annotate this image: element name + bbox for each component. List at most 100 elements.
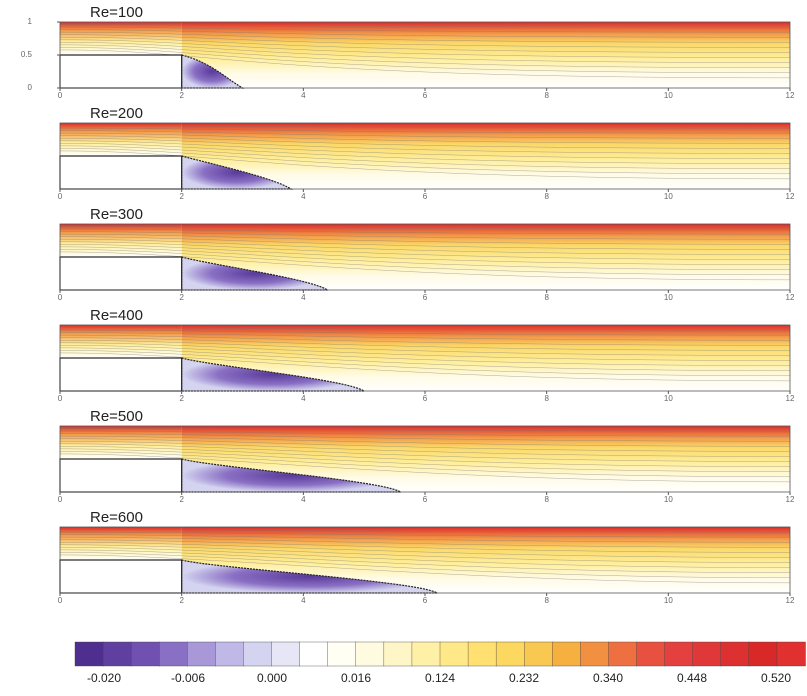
streamline (59, 536, 791, 548)
streamline (59, 228, 791, 235)
x-tick-label: 2 (179, 293, 184, 302)
x-tick-label: 6 (423, 596, 428, 605)
colorbar-swatch (159, 641, 189, 667)
streamline (59, 34, 791, 48)
streamline (59, 352, 791, 382)
streamline (59, 342, 791, 361)
streamline (59, 135, 791, 149)
x-tick-label: 12 (786, 293, 795, 302)
colorbar-label: 0.340 (593, 671, 623, 685)
streamline (59, 453, 791, 483)
streamline (59, 554, 791, 584)
y-tick-label: 0 (28, 83, 33, 92)
colorbar-swatch (776, 641, 806, 667)
x-tick-label: 4 (301, 596, 306, 605)
streamline (59, 140, 791, 159)
streamline (59, 150, 791, 180)
colorbar-swatch (383, 641, 413, 667)
colorbar-swatch (299, 641, 329, 667)
streamline (59, 443, 791, 462)
colorbar-swatch (271, 641, 301, 667)
panel-title: Re=200 (90, 105, 143, 122)
streamline (59, 36, 791, 53)
panel-title: Re=400 (90, 307, 143, 324)
streamline (59, 334, 791, 346)
panel: Re=400 0 2 4 6 8 10 12 (58, 307, 795, 403)
x-tick-label: 6 (423, 495, 428, 504)
colorbar-label: -0.006 (171, 671, 205, 685)
streamline (59, 251, 791, 281)
streamline (59, 451, 791, 478)
x-tick-label: 10 (664, 91, 673, 100)
step (59, 559, 183, 594)
x-tick-label: 8 (544, 293, 549, 302)
streamline (59, 541, 791, 558)
streamline (59, 339, 791, 356)
x-tick-label: 0 (58, 495, 63, 504)
streamline (59, 26, 791, 33)
x-tick-label: 6 (423, 394, 428, 403)
colorbar-swatch (580, 641, 610, 667)
colorbar-swatch (215, 641, 245, 667)
streamline (59, 440, 791, 457)
colorbar-swatch (187, 641, 217, 667)
x-tick-label: 8 (544, 495, 549, 504)
panel: Re=600 0 2 4 6 8 10 12 (58, 509, 795, 605)
step (59, 155, 183, 190)
x-tick-label: 12 (786, 91, 795, 100)
streamline (59, 435, 791, 447)
colorbar-label: -0.020 (87, 671, 121, 685)
x-tick-label: 0 (58, 192, 63, 201)
x-tick-label: 12 (786, 192, 795, 201)
streamline (59, 345, 791, 366)
streamline (59, 47, 791, 74)
streamline (59, 329, 791, 336)
streamline (59, 433, 791, 442)
colorbar-label: 0.000 (257, 671, 287, 685)
colorbar-swatch (636, 641, 666, 667)
panel-title: Re=600 (90, 509, 143, 526)
panel-title: Re=100 (90, 4, 143, 21)
streamline (59, 44, 791, 68)
streamline (59, 544, 791, 563)
colorbar-swatch (327, 641, 357, 667)
colorbar-swatch (495, 641, 525, 667)
colorbar-label: 0.232 (509, 671, 539, 685)
x-tick-label: 12 (786, 596, 795, 605)
recirculation-zone (181, 559, 440, 594)
step (59, 256, 183, 291)
x-tick-label: 10 (664, 394, 673, 403)
step (59, 458, 183, 493)
x-tick-label: 8 (544, 192, 549, 201)
colorbar-swatch (664, 641, 694, 667)
colorbar-label: 0.448 (677, 671, 707, 685)
streamline (59, 143, 791, 164)
colorbar-swatch (467, 641, 497, 667)
streamline (59, 31, 791, 43)
panel: Re=200 0 2 4 6 8 10 12 (58, 105, 795, 201)
streamline (59, 29, 791, 38)
panel-title: Re=500 (90, 408, 143, 425)
streamline (59, 446, 791, 467)
x-tick-label: 6 (423, 192, 428, 201)
step (59, 54, 183, 89)
colorbar-swatch (552, 641, 582, 667)
streamline (59, 547, 791, 568)
x-tick-label: 4 (301, 394, 306, 403)
colorbar-swatch (439, 641, 469, 667)
colorbar-swatch (102, 641, 132, 667)
x-tick-label: 0 (58, 91, 63, 100)
colorbar-swatch (130, 641, 160, 667)
colorbar-swatch (355, 641, 385, 667)
streamline (59, 552, 791, 579)
streamline (59, 347, 791, 371)
x-tick-label: 10 (664, 596, 673, 605)
streamline (59, 127, 791, 134)
x-tick-label: 4 (301, 192, 306, 201)
x-tick-label: 10 (664, 495, 673, 504)
streamline (59, 531, 791, 538)
colorbar-swatch (692, 641, 722, 667)
x-tick-label: 0 (58, 293, 63, 302)
colorbar-label: 0.520 (761, 671, 791, 685)
